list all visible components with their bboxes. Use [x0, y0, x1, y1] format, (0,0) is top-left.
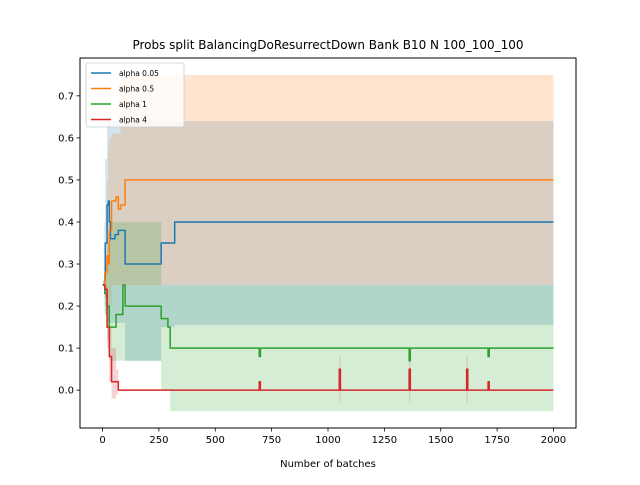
x-tick-label: 1750	[484, 435, 509, 446]
x-tick-label: 2000	[541, 435, 566, 446]
legend-label-0: alpha 0.05	[119, 69, 159, 78]
x-tick-label: 250	[149, 435, 168, 446]
y-tick-label: 0.4	[58, 217, 74, 228]
x-tick-label: 500	[206, 435, 225, 446]
line-series-0	[102, 200, 554, 286]
band-series-2	[102, 221, 554, 412]
band-series-0	[102, 116, 554, 361]
legend-box	[85, 62, 185, 128]
chart-title: Probs split BalancingDoResurrectDown Ban…	[132, 38, 523, 52]
legend-label-3: alpha 4	[119, 116, 147, 125]
series-lines	[102, 179, 554, 391]
legend-label-1: alpha 0.5	[119, 85, 154, 94]
x-tick-label: 1500	[428, 435, 453, 446]
band-series-1	[102, 74, 554, 307]
y-tick-label: 0.6	[58, 133, 74, 144]
x-tick-label: 0	[99, 435, 105, 446]
confidence-bands	[102, 74, 554, 412]
x-axis: 0 250 500 750 1000 1250 1500 1750 2000	[99, 428, 566, 446]
legend: alpha 0.05 alpha 0.5 alpha 1 alpha 4	[85, 62, 185, 128]
x-tick-label: 750	[262, 435, 281, 446]
x-tick-label: 1250	[372, 435, 397, 446]
y-tick-label: 0.5	[58, 175, 74, 186]
legend-label-2: alpha 1	[119, 100, 147, 109]
y-tick-label: 0.1	[58, 344, 74, 355]
y-axis: 0.0 0.1 0.2 0.3 0.4 0.5 0.6 0.7	[58, 91, 80, 397]
y-tick-label: 0.3	[58, 260, 74, 271]
y-tick-label: 0.0	[58, 386, 74, 397]
y-tick-label: 0.2	[58, 302, 74, 313]
line-series-3	[102, 284, 554, 391]
y-tick-label: 0.7	[58, 91, 74, 102]
x-axis-label: Number of batches	[280, 459, 376, 470]
x-tick-label: 1000	[315, 435, 340, 446]
line-series-2	[102, 284, 554, 362]
line-series-1	[102, 179, 554, 286]
